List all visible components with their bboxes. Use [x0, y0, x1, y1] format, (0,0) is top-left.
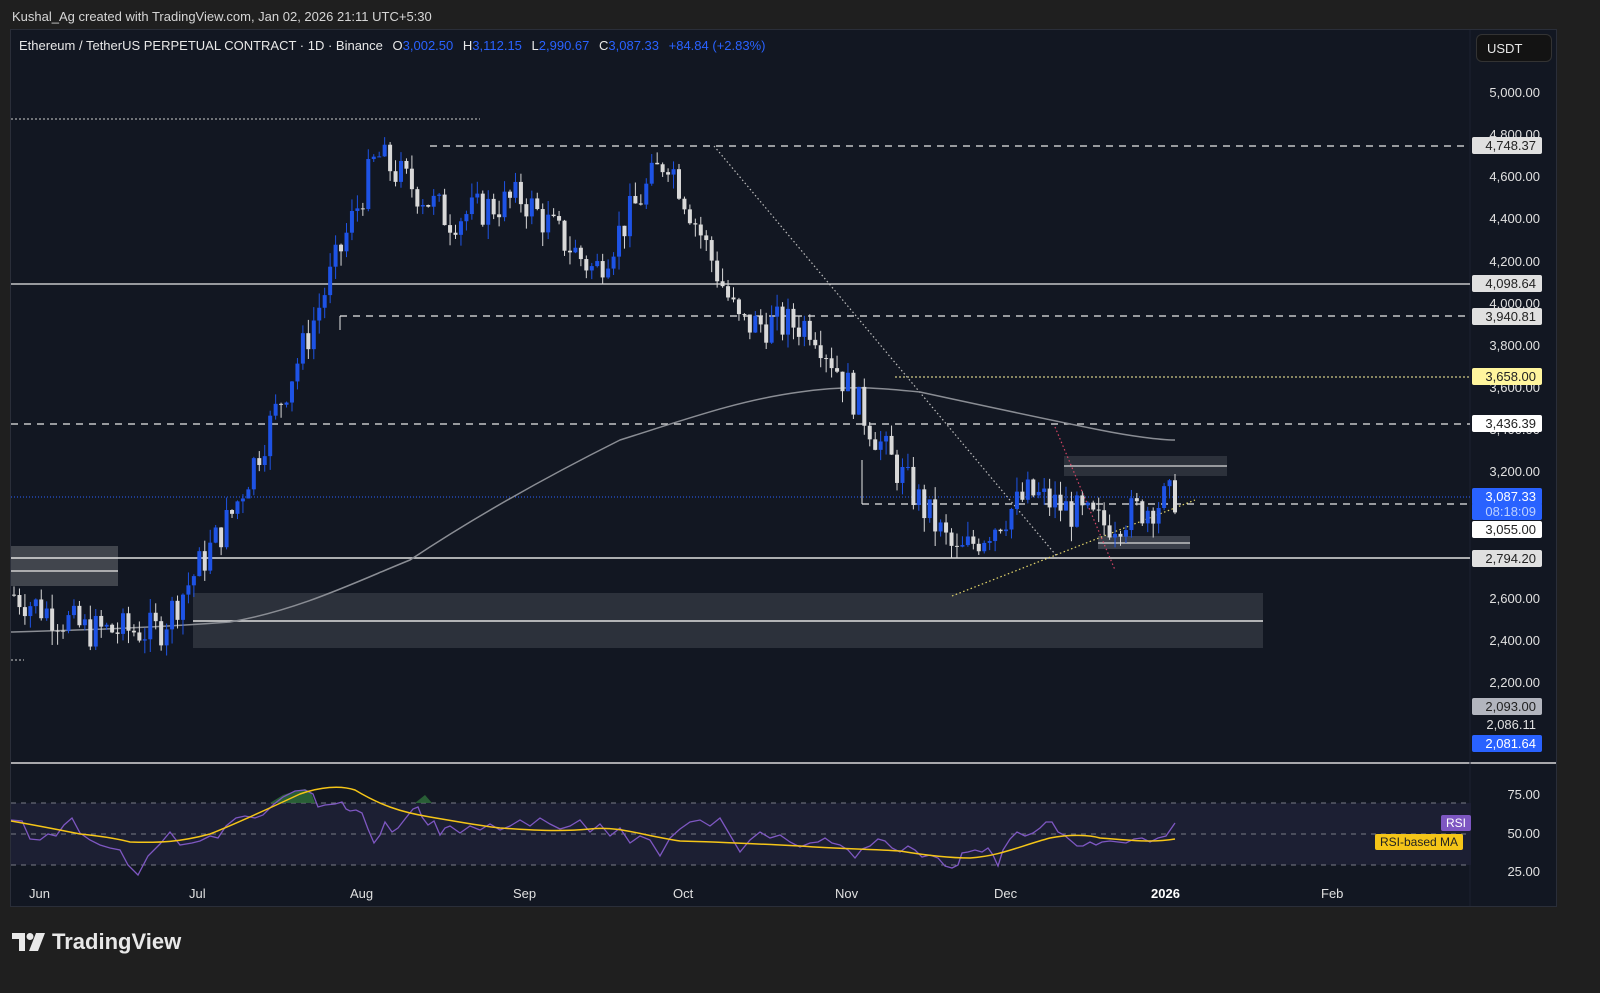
- price-tick: 5,000.00: [1489, 85, 1540, 100]
- price-tick: 3,800.00: [1489, 338, 1540, 353]
- brand-name: TradingView: [52, 929, 182, 954]
- bar-countdown: 08:18:09: [1472, 503, 1542, 520]
- open-label: O: [392, 38, 403, 53]
- high-value: 3,112.15: [472, 38, 522, 53]
- level-label-2794: 2,794.20: [1472, 550, 1542, 567]
- time-label: Sep: [513, 886, 537, 901]
- rsi-tick: 75.00: [1507, 787, 1540, 802]
- currency-selector[interactable]: USDT: [1476, 34, 1552, 62]
- time-label: Aug: [350, 886, 374, 901]
- rsi-line: [10, 789, 1176, 877]
- tradingview-logo-icon: [12, 933, 45, 951]
- price-tick: 4,200.00: [1489, 254, 1540, 269]
- level-label-4748: 4,748.37: [1472, 137, 1542, 154]
- moving-average-line: [10, 387, 1176, 633]
- price-tick: 2,600.00: [1489, 591, 1540, 606]
- time-label: Jun: [29, 886, 50, 901]
- level-label-4098: 4,098.64: [1472, 275, 1542, 292]
- open-value: 3,002.50: [402, 38, 454, 53]
- level-label-3940: 3,940.81: [1472, 308, 1542, 325]
- low-label: L: [531, 38, 539, 53]
- symbol-legend: Ethereum / TetherUS PERPETUAL CONTRACT ·…: [19, 38, 765, 53]
- price-tick: 4,400.00: [1489, 211, 1540, 226]
- price-tick: 4,600.00: [1489, 169, 1540, 184]
- time-label: Feb: [1321, 886, 1344, 901]
- time-label: Nov: [835, 886, 859, 901]
- change-value: +84.84 (+2.83%): [668, 38, 766, 53]
- tradingview-logo[interactable]: TradingView: [12, 929, 181, 955]
- price-tick: 2,400.00: [1489, 633, 1540, 648]
- chart-credit: Kushal_Ag created with TradingView.com, …: [12, 9, 432, 24]
- close-value: 3,087.33: [608, 38, 659, 53]
- close-label: C: [599, 38, 609, 53]
- rsi-ma-tag: RSI-based MA: [1375, 834, 1464, 850]
- time-label: Jul: [189, 886, 206, 901]
- low-label-2081: 2,081.64: [1472, 735, 1542, 752]
- level-label-3658: 3,658.00: [1472, 368, 1542, 385]
- low-label-2086: 2,086.11: [1486, 717, 1536, 732]
- high-label: H: [462, 38, 473, 53]
- rsi-tag: RSI: [1441, 815, 1472, 831]
- price-tick: 3,200.00: [1489, 464, 1540, 479]
- price-tick: 2,200.00: [1489, 675, 1540, 690]
- supply-zone-jun: [11, 546, 118, 586]
- rsi-tick: 50.00: [1507, 826, 1540, 841]
- rsi-tick: 25.00: [1507, 864, 1540, 879]
- symbol-title[interactable]: Ethereum / TetherUS PERPETUAL CONTRACT ·…: [19, 38, 383, 53]
- price-tick: 4,000.00: [1489, 296, 1540, 311]
- candlesticks: [12, 137, 1177, 656]
- level-label-3055: 3,055.00: [1472, 521, 1542, 538]
- low-label-2093: 2,093.00: [1472, 698, 1542, 715]
- time-label: Dec: [994, 886, 1018, 901]
- rsi-ma-line: [10, 786, 1176, 859]
- last-price-label: 3,087.33: [1472, 488, 1542, 505]
- level-label-3436: 3,436.39: [1472, 415, 1542, 432]
- chart-frame[interactable]: [10, 29, 1557, 907]
- time-label: Oct: [673, 886, 694, 901]
- low-value: 2,990.67: [538, 38, 590, 53]
- time-label-year: 2026: [1151, 886, 1180, 901]
